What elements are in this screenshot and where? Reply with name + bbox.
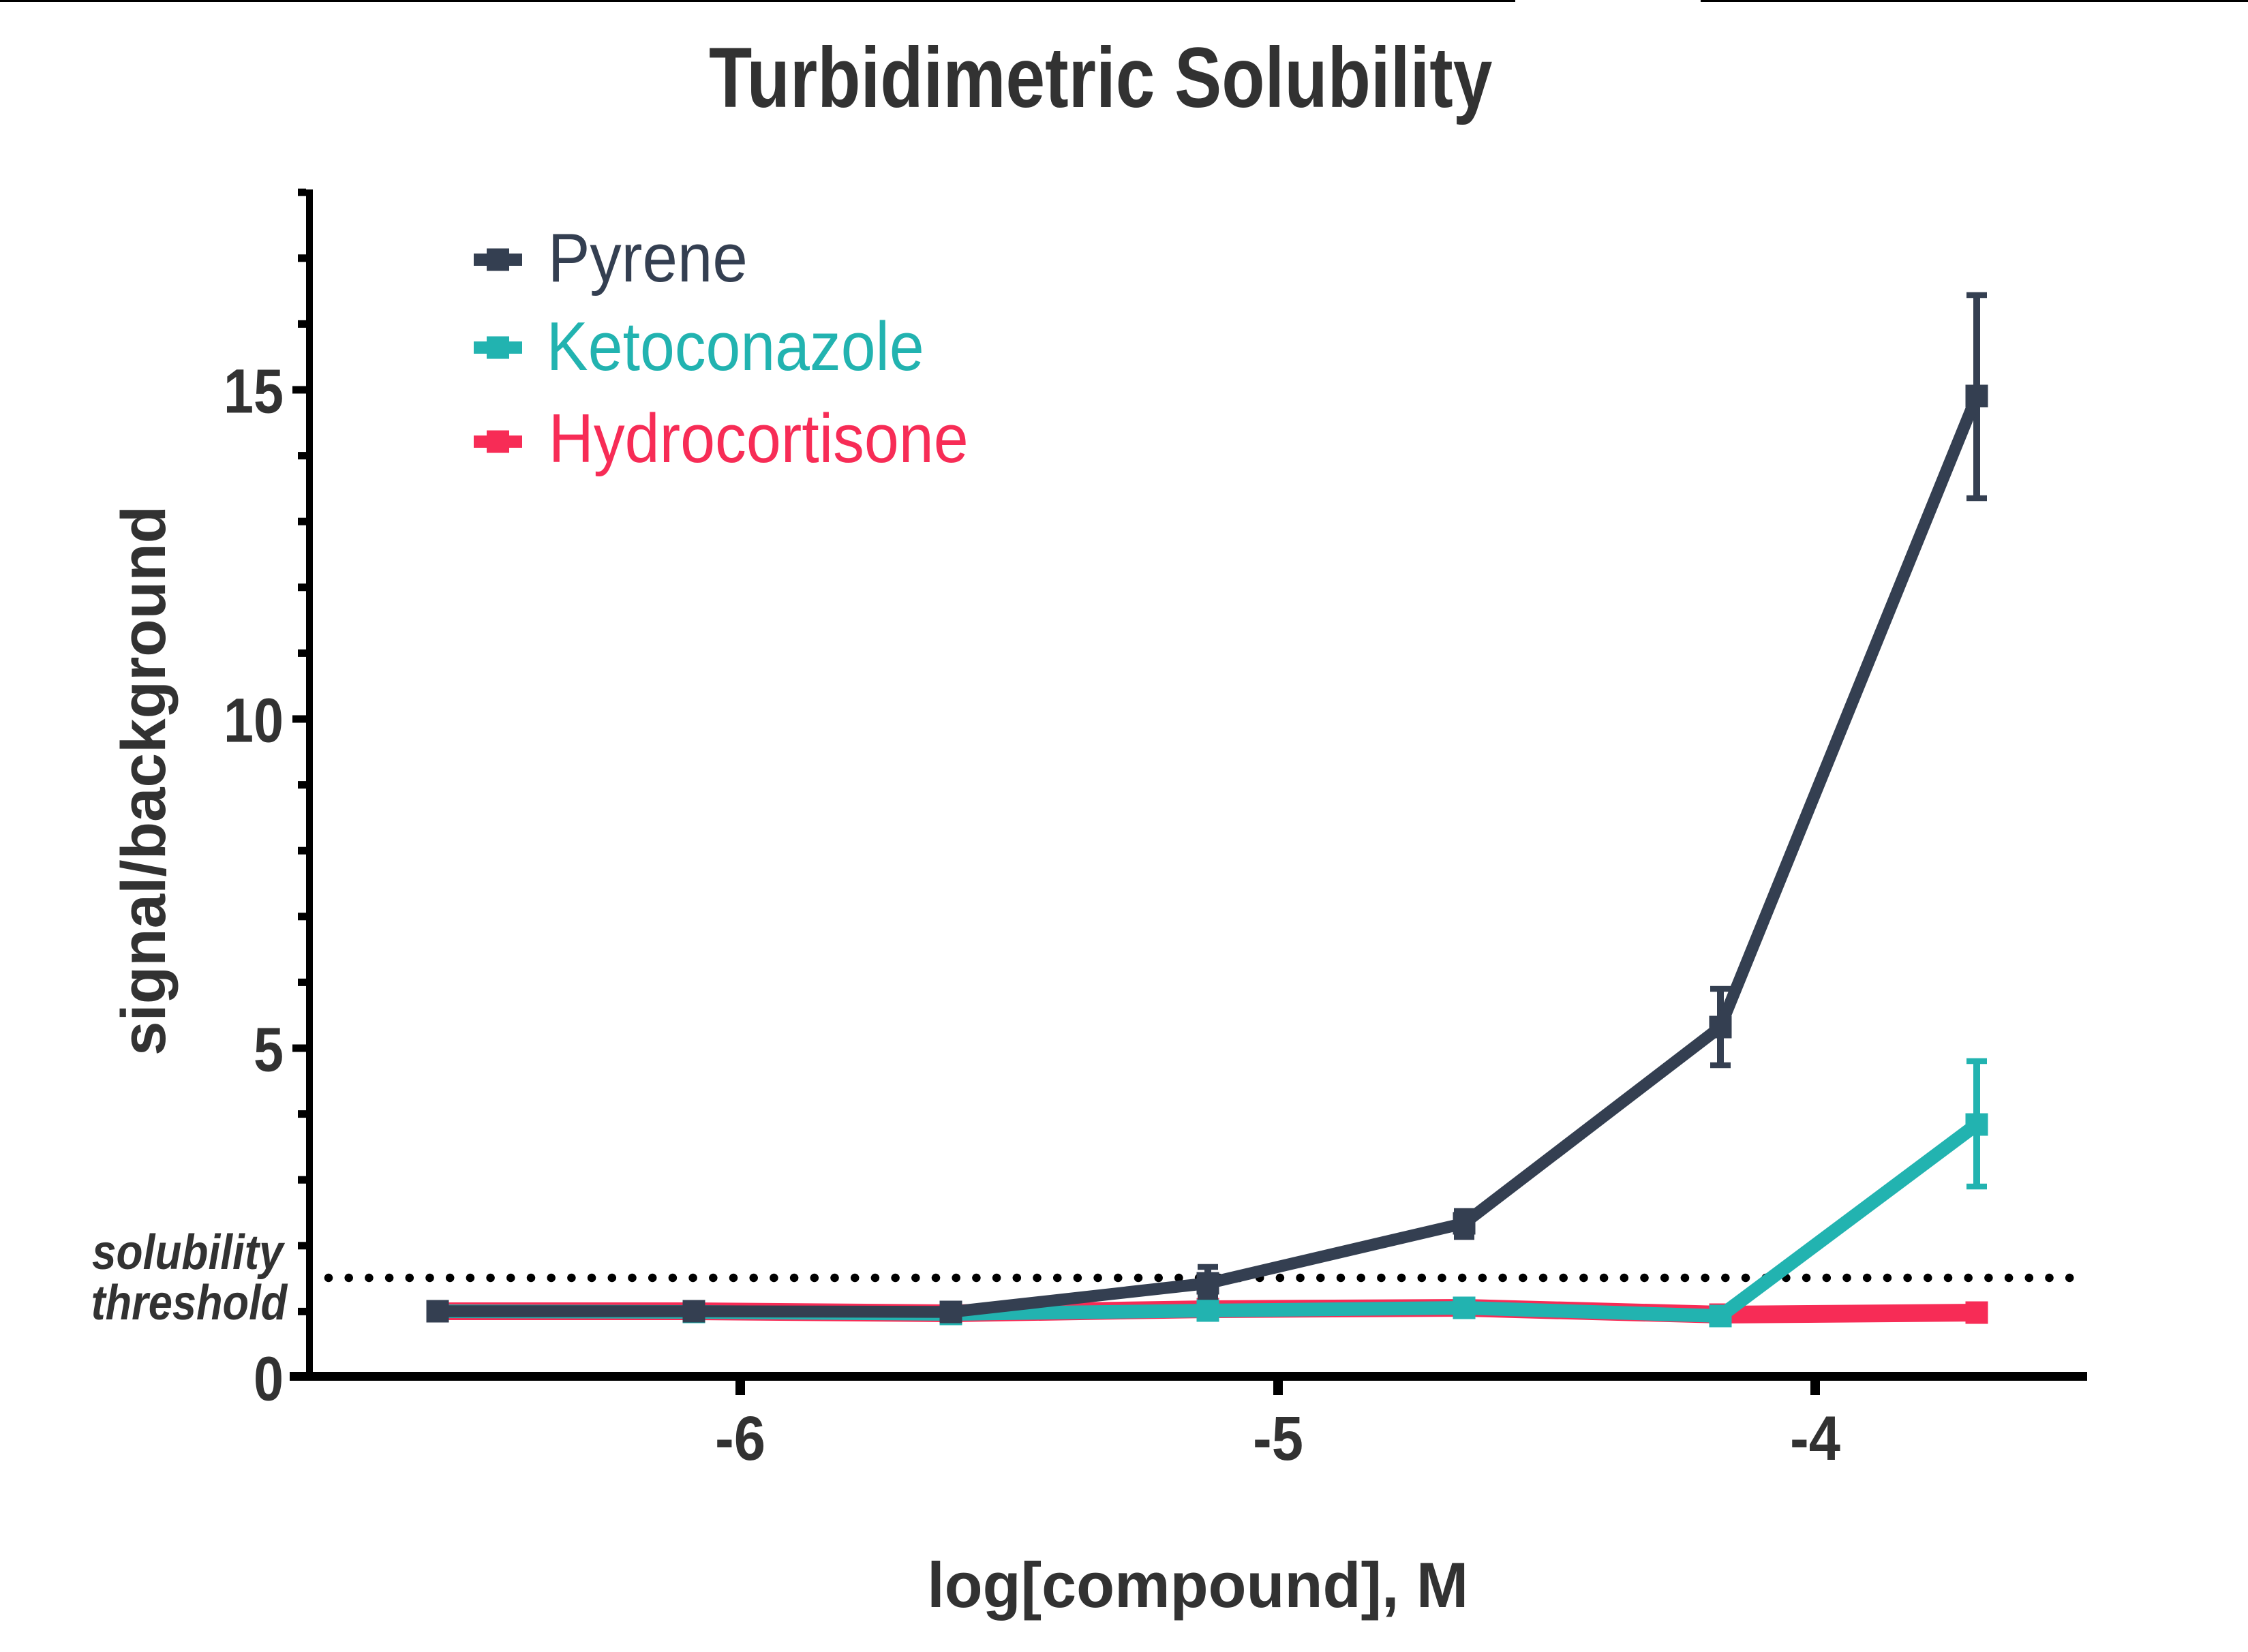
svg-text:10: 10: [224, 686, 284, 756]
svg-text:-6: -6: [715, 1404, 765, 1473]
svg-text:5: 5: [254, 1015, 284, 1085]
svg-text:-4: -4: [1790, 1404, 1840, 1473]
svg-text:threshold: threshold: [91, 1276, 288, 1330]
svg-text:log[compound], M: log[compound], M: [927, 1549, 1468, 1621]
svg-text:Ketoconazole: Ketoconazole: [547, 309, 924, 385]
svg-text:15: 15: [224, 357, 284, 427]
svg-text:-5: -5: [1253, 1404, 1303, 1473]
svg-text:0: 0: [254, 1345, 284, 1414]
svg-text:Pyrene: Pyrene: [548, 219, 748, 296]
svg-text:Hydrocortisone: Hydrocortisone: [549, 401, 969, 477]
svg-text:Turbidimetric Solubility: Turbidimetric Solubility: [709, 31, 1493, 125]
svg-text:signal/background: signal/background: [108, 506, 179, 1056]
svg-text:solubility: solubility: [92, 1225, 286, 1279]
